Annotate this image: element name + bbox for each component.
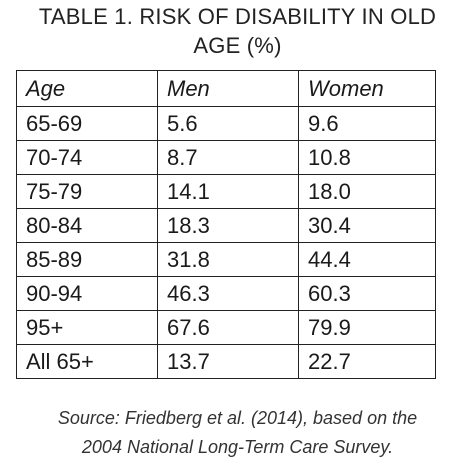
source-note-line-2: 2004 National Long-Term Care Survey. (81, 437, 394, 457)
table-row: All 65+ 13.7 22.7 (16, 344, 436, 379)
women-cell: 22.7 (298, 344, 436, 379)
age-cell: 80-84 (16, 208, 158, 243)
men-cell: 8.7 (157, 140, 299, 175)
age-cell: 85-89 (16, 242, 158, 277)
women-cell: 60.3 (298, 276, 436, 311)
source-note: Source: Friedberg et al. (2014), based o… (0, 404, 475, 462)
women-cell: 9.6 (298, 106, 436, 141)
table-row: 80-84 18.3 30.4 (16, 208, 436, 243)
table-title-line-2: AGE (%) (193, 33, 282, 58)
table-header-row: Age Men Women (16, 70, 436, 107)
table-row: 70-74 8.7 10.8 (16, 140, 436, 175)
men-cell: 13.7 (157, 344, 299, 379)
table-row: 90-94 46.3 60.3 (16, 276, 436, 311)
age-cell: All 65+ (16, 344, 158, 379)
disability-risk-table: Age Men Women 65-69 5.6 9.6 70-74 8.7 10… (16, 70, 436, 379)
women-cell: 44.4 (298, 242, 436, 277)
women-cell: 10.8 (298, 140, 436, 175)
men-cell: 67.6 (157, 310, 299, 345)
table-title: TABLE 1. RISK OF DISABILITY IN OLD AGE (… (0, 2, 475, 60)
table-row: 75-79 14.1 18.0 (16, 174, 436, 209)
women-cell: 79.9 (298, 310, 436, 345)
men-cell: 18.3 (157, 208, 299, 243)
men-cell: 31.8 (157, 242, 299, 277)
table-title-line-1: TABLE 1. RISK OF DISABILITY IN OLD (38, 4, 437, 29)
source-note-line-1: Source: Friedberg et al. (2014), based o… (57, 408, 418, 428)
age-cell: 70-74 (16, 140, 158, 175)
women-cell: 30.4 (298, 208, 436, 243)
age-cell: 75-79 (16, 174, 158, 209)
table-row: 85-89 31.8 44.4 (16, 242, 436, 277)
column-header-age: Age (16, 70, 158, 107)
table-row: 65-69 5.6 9.6 (16, 106, 436, 141)
men-cell: 14.1 (157, 174, 299, 209)
age-cell: 90-94 (16, 276, 158, 311)
table-row: 95+ 67.6 79.9 (16, 310, 436, 345)
age-cell: 95+ (16, 310, 158, 345)
men-cell: 5.6 (157, 106, 299, 141)
men-cell: 46.3 (157, 276, 299, 311)
column-header-women: Women (298, 70, 436, 107)
women-cell: 18.0 (298, 174, 436, 209)
column-header-men: Men (157, 70, 299, 107)
age-cell: 65-69 (16, 106, 158, 141)
